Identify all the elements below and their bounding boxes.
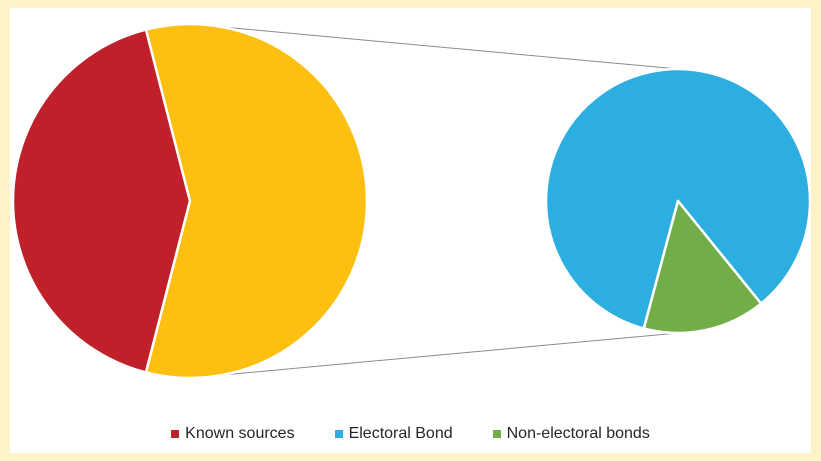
pie-of-pie-chart: [11, 22, 811, 380]
legend-swatch: [492, 430, 501, 438]
pie-slice-unknown-sources: [144, 22, 369, 380]
pie-slice-electoral-bond: [544, 67, 811, 330]
legend-swatch: [334, 430, 343, 438]
legend-swatch: [171, 430, 180, 438]
pie-slice-known-sources: [11, 28, 192, 374]
legend-label: Known sources: [185, 425, 295, 442]
legend-item-known-sources: Known sources: [171, 425, 295, 443]
chart-area: Known sources Electoral Bond Non-elector…: [10, 8, 811, 453]
connector-line-bottom: [189, 332, 679, 379]
legend-item-electoral-bond: Electoral Bond: [334, 425, 453, 443]
connector-line-top: [189, 23, 679, 70]
pie-slice-non-electoral-bonds: [642, 199, 763, 335]
legend-label: Electoral Bond: [348, 425, 453, 442]
legend: Known sources Electoral Bond Non-elector…: [10, 425, 811, 443]
legend-item-non-electoral-bonds: Non-electoral bonds: [492, 425, 650, 443]
legend-label: Non-electoral bonds: [506, 425, 650, 442]
